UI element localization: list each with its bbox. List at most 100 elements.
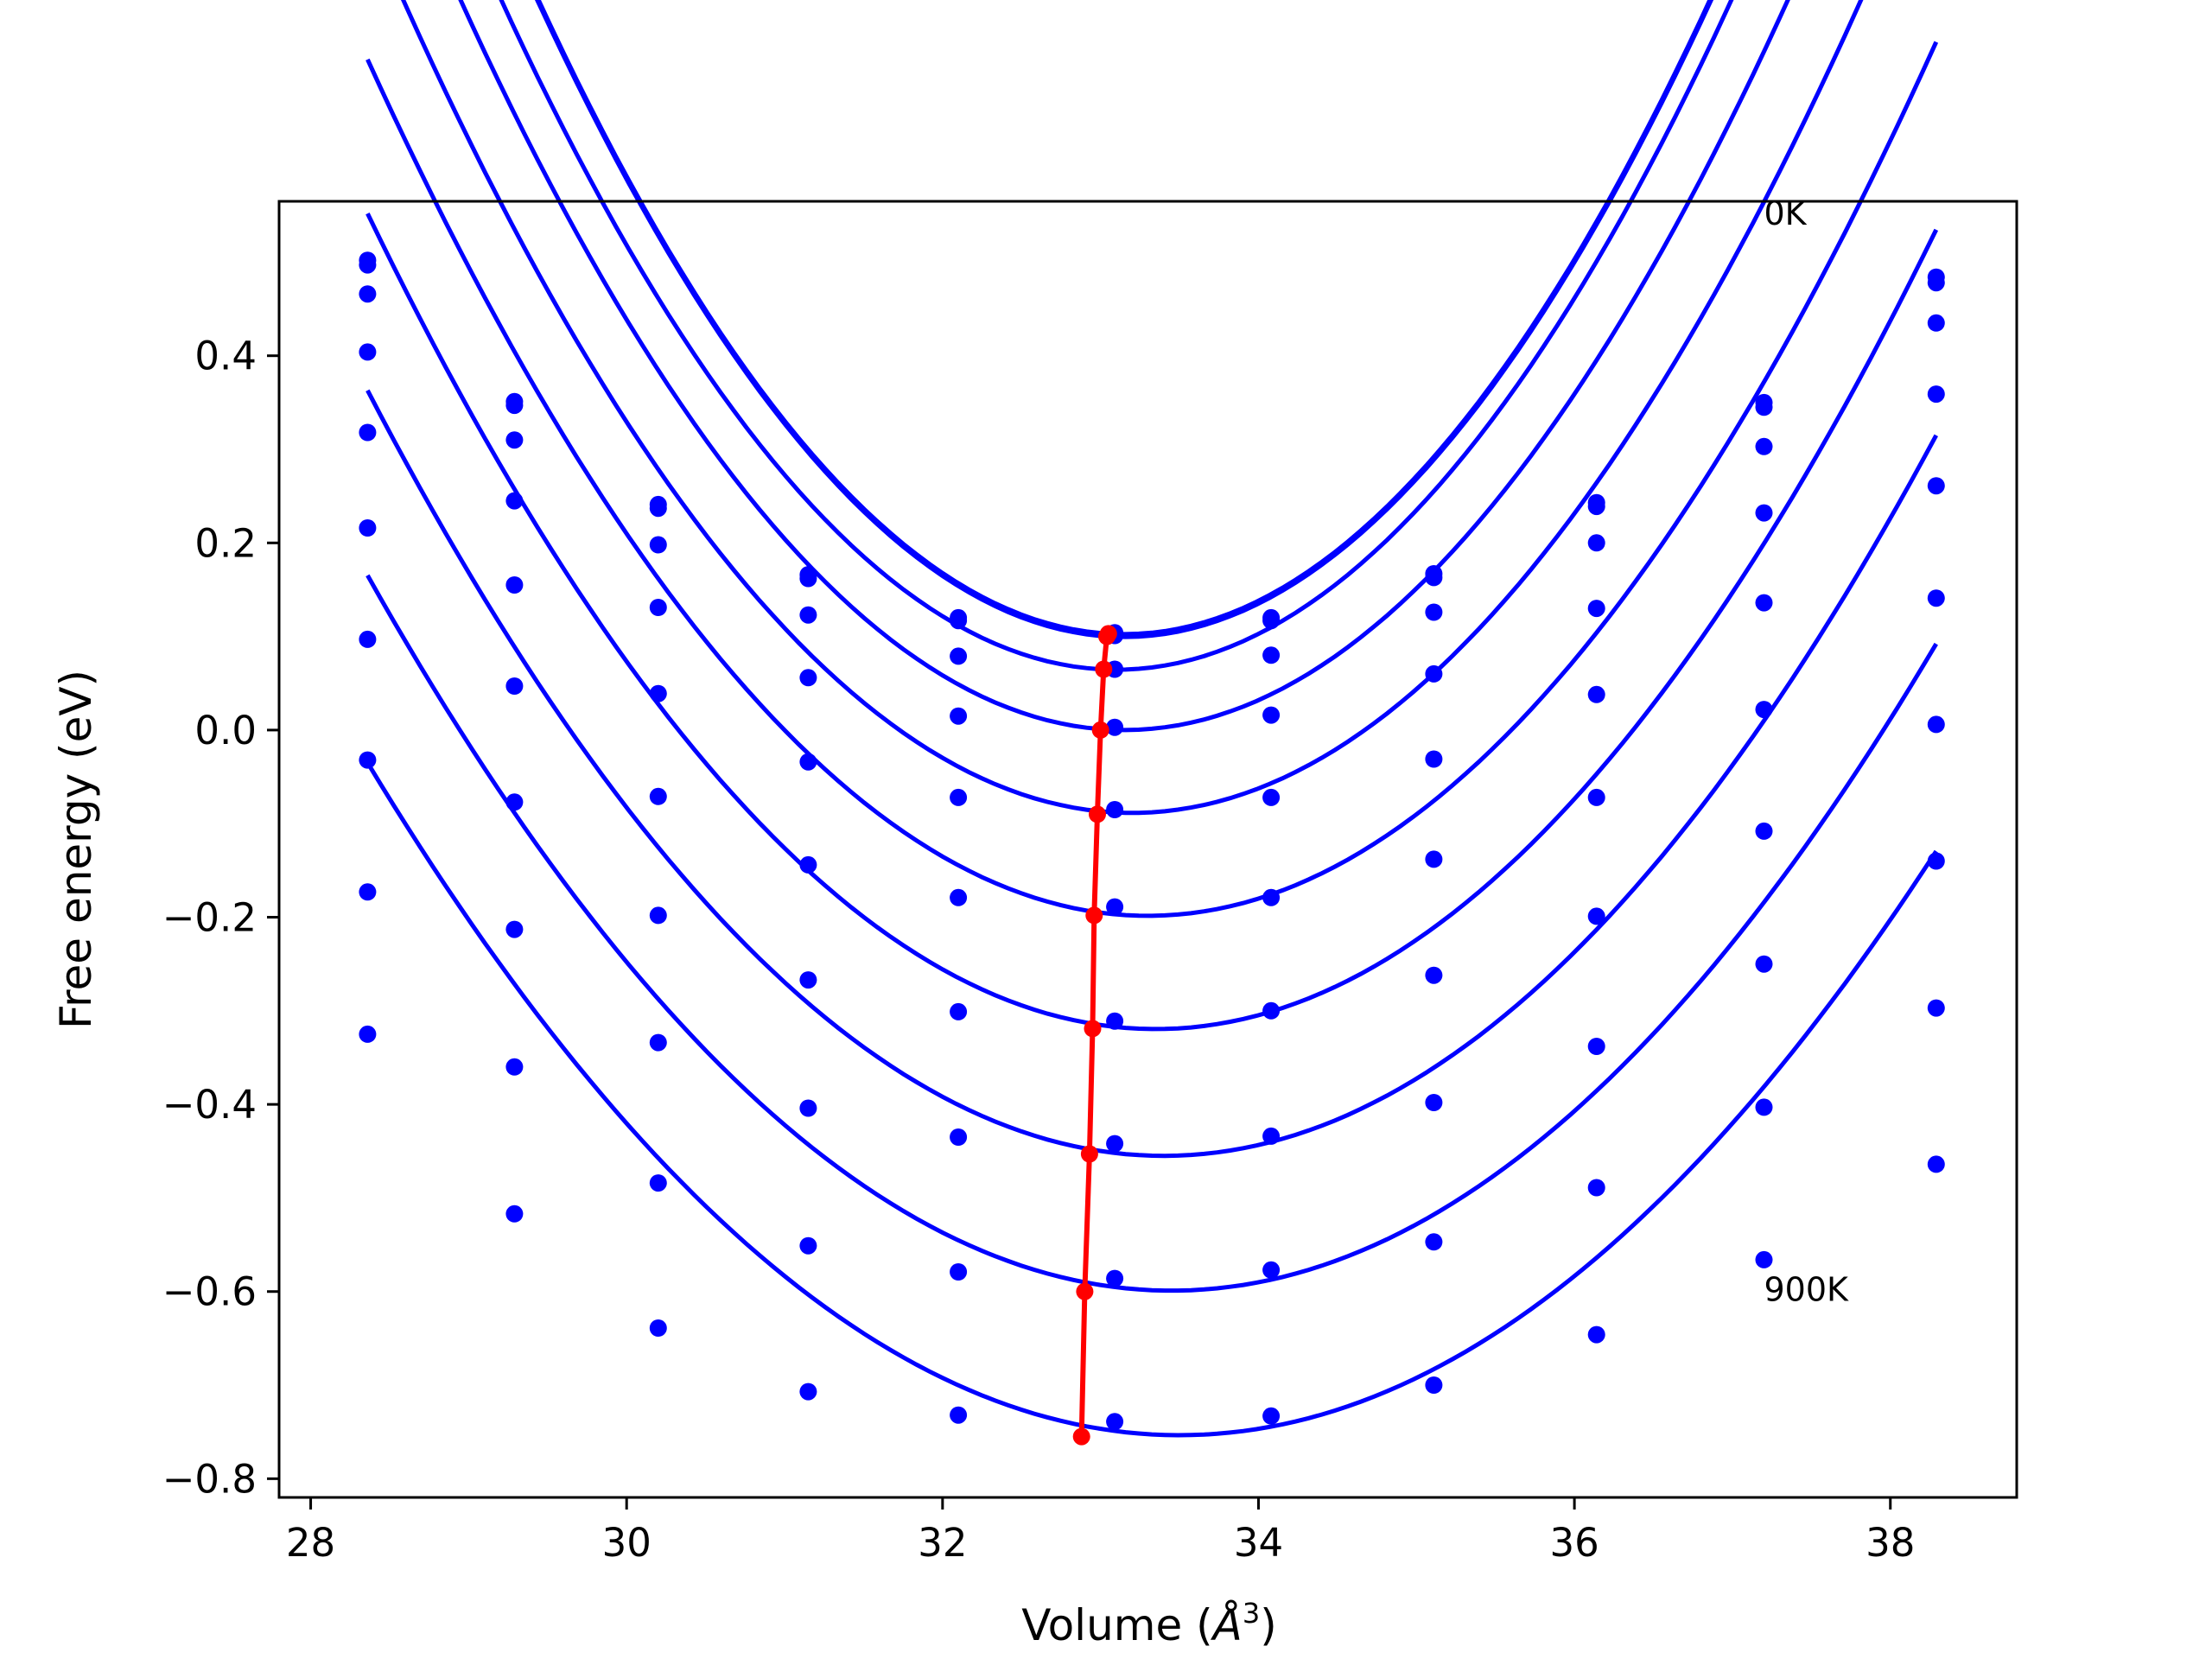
data-point-4-4 — [950, 788, 968, 806]
data-point-8-1 — [505, 1058, 524, 1076]
data-point-7-5 — [1106, 1135, 1124, 1153]
data-point-5-1 — [505, 677, 524, 695]
data-point-6-8 — [1587, 907, 1605, 925]
data-point-3-0 — [359, 343, 377, 361]
x-axis-label: Volume (Å3) — [1021, 1597, 1276, 1650]
fitted-curves — [365, 0, 1939, 1438]
y-tick-label-3: −0.2 — [162, 895, 257, 941]
y-axis-ticks: −0.8 −0.6 −0.4 −0.2 0.0 0.2 0.4 — [162, 334, 279, 1502]
fit-curve-3 — [458, 0, 1790, 733]
data-point-3-3 — [799, 669, 817, 687]
data-point-1-3 — [799, 569, 817, 588]
data-point-1-0 — [359, 256, 377, 274]
data-point-2-7 — [1425, 603, 1443, 621]
fit-curve-4 — [400, 0, 1864, 816]
data-point-6-9 — [1755, 822, 1773, 840]
minimum-point-1 — [1098, 627, 1116, 645]
data-point-2-2 — [649, 536, 667, 554]
data-point-2-10 — [1927, 314, 1945, 332]
minimum-point-4 — [1089, 805, 1106, 823]
data-point-4-3 — [799, 753, 817, 771]
data-point-9-2 — [649, 1319, 667, 1337]
data-point-4-9 — [1755, 594, 1773, 612]
data-point-8-7 — [1425, 1233, 1443, 1251]
fit-curve-5 — [365, 41, 1939, 918]
data-point-7-10 — [1927, 852, 1945, 870]
y-axis-label: Free energy (eV) — [51, 670, 101, 1029]
x-tick-label-5: 38 — [1866, 1520, 1915, 1566]
data-point-6-1 — [505, 793, 524, 811]
data-point-5-5 — [1106, 898, 1124, 916]
data-points — [359, 251, 1945, 1431]
data-point-1-6 — [1262, 612, 1281, 630]
data-point-7-2 — [649, 1033, 667, 1052]
data-point-2-3 — [799, 606, 817, 624]
data-point-9-8 — [1587, 1325, 1605, 1344]
fit-curve-9 — [365, 761, 1938, 1438]
data-point-6-4 — [950, 1002, 968, 1020]
data-point-7-4 — [950, 1128, 968, 1146]
data-point-8-5 — [1106, 1269, 1124, 1287]
data-point-4-0 — [359, 423, 377, 442]
minimum-point-9 — [1072, 1427, 1090, 1446]
x-tick-label-0: 28 — [286, 1520, 335, 1566]
fit-curve-2 — [499, 0, 1734, 672]
data-point-2-6 — [1262, 646, 1281, 664]
minimum-trace-line — [1078, 632, 1111, 1437]
data-point-7-1 — [505, 920, 524, 938]
minimum-point-7 — [1080, 1145, 1098, 1163]
data-point-3-6 — [1262, 706, 1281, 724]
data-point-2-8 — [1587, 534, 1605, 552]
data-point-6-10 — [1927, 715, 1945, 734]
data-point-9-10 — [1927, 1155, 1945, 1173]
data-point-5-9 — [1755, 701, 1773, 719]
data-point-6-3 — [799, 971, 817, 989]
data-point-5-2 — [649, 787, 667, 805]
data-point-8-0 — [359, 883, 377, 901]
data-point-5-10 — [1927, 589, 1945, 607]
x-tick-label-2: 32 — [918, 1520, 967, 1566]
data-point-8-8 — [1587, 1179, 1605, 1197]
data-point-3-4 — [950, 707, 968, 725]
data-point-1-1 — [505, 397, 524, 415]
data-point-1-8 — [1587, 498, 1605, 516]
x-tick-label-4: 36 — [1549, 1520, 1599, 1566]
data-point-1-10 — [1927, 274, 1945, 292]
y-tick-label-1: −0.6 — [162, 1269, 257, 1315]
data-point-9-6 — [1262, 1407, 1281, 1425]
minimum-point-5 — [1085, 906, 1103, 925]
data-point-4-10 — [1927, 477, 1945, 495]
data-point-2-4 — [950, 647, 968, 665]
minimum-point-6 — [1084, 1020, 1102, 1038]
data-point-9-3 — [799, 1382, 817, 1401]
data-point-3-2 — [649, 599, 667, 616]
data-point-6-5 — [1106, 1012, 1124, 1030]
data-point-7-6 — [1262, 1127, 1281, 1145]
data-point-9-0 — [359, 1025, 377, 1043]
y-tick-label-5: 0.2 — [194, 520, 257, 566]
data-point-3-9 — [1755, 504, 1773, 522]
data-point-5-4 — [950, 888, 968, 906]
data-point-4-7 — [1425, 750, 1443, 768]
data-point-9-5 — [1106, 1413, 1124, 1431]
data-point-7-3 — [799, 1099, 817, 1117]
data-point-6-0 — [359, 630, 377, 648]
data-point-9-4 — [950, 1406, 968, 1424]
plot-frame — [277, 200, 2018, 1499]
x-tick-label-3: 34 — [1234, 1520, 1283, 1566]
data-point-6-7 — [1425, 966, 1443, 984]
data-point-3-1 — [505, 492, 524, 510]
data-point-5-3 — [799, 855, 817, 874]
x-axis-label-suffix: ) — [1260, 1600, 1277, 1650]
data-point-1-2 — [649, 499, 667, 518]
y-tick-label-4: 0.0 — [194, 708, 257, 753]
data-point-1-4 — [950, 612, 968, 630]
data-point-8-6 — [1262, 1261, 1281, 1279]
data-point-7-0 — [359, 751, 377, 769]
fit-curve-8 — [365, 574, 1938, 1294]
data-point-7-7 — [1425, 1094, 1443, 1111]
data-point-9-9 — [1755, 1250, 1773, 1268]
data-point-6-6 — [1262, 1001, 1281, 1020]
